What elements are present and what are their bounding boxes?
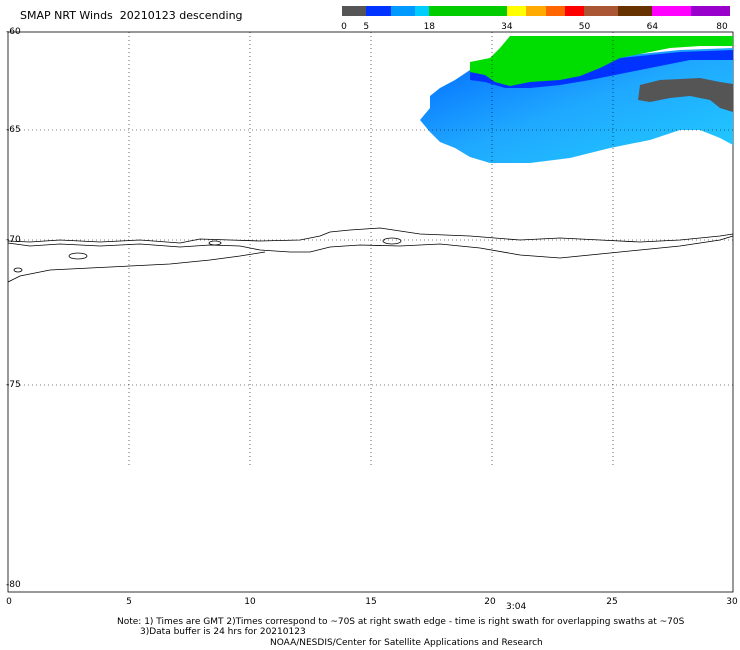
colorbar-segment bbox=[618, 6, 653, 16]
colorbar-segment bbox=[526, 6, 546, 16]
colorbar-segment bbox=[652, 6, 692, 16]
colorbar-segment bbox=[584, 6, 619, 16]
lon-label-5: 5 bbox=[126, 597, 132, 607]
note-line-2: 3)Data buffer is 24 hrs for 20210123 bbox=[140, 627, 306, 637]
colorbar-tick-label: 34 bbox=[501, 22, 513, 32]
lat-label-65: -65 bbox=[6, 125, 21, 135]
swath-pass-time: 3:04 bbox=[506, 602, 527, 612]
lon-label-20: 20 bbox=[484, 597, 496, 607]
colorbar-segment bbox=[342, 6, 367, 16]
wind-speed-colorbar bbox=[342, 6, 730, 16]
lon-label-10: 10 bbox=[244, 597, 256, 607]
coastline bbox=[7, 227, 734, 283]
colorbar-segment bbox=[691, 6, 730, 16]
graticule bbox=[8, 32, 733, 465]
lat-label-60: -60 bbox=[6, 27, 21, 37]
colorbar-tick-label: 0 bbox=[341, 22, 347, 32]
lat-label-75: -75 bbox=[6, 380, 21, 390]
lon-label-25: 25 bbox=[606, 597, 618, 607]
lon-label-0: 0 bbox=[6, 597, 12, 607]
colorbar-tick-label: 64 bbox=[646, 22, 659, 32]
map-frame bbox=[7, 31, 734, 593]
colorbar-segment bbox=[545, 6, 566, 16]
colorbar-tick-label: 5 bbox=[363, 22, 370, 32]
lon-label-30: 30 bbox=[726, 597, 738, 607]
colorbar-tick-label: 80 bbox=[716, 22, 728, 32]
colorbar-tick-label: 18 bbox=[423, 22, 436, 32]
colorbar-segment bbox=[429, 6, 507, 16]
colorbar-segment bbox=[366, 6, 391, 16]
lat-label-70: -70 bbox=[6, 235, 21, 245]
credit-line: NOAA/NESDIS/Center for Satellite Applica… bbox=[270, 638, 543, 648]
lon-label-15: 15 bbox=[365, 597, 377, 607]
colorbar-tick-label: 50 bbox=[578, 22, 591, 32]
note-line-1: Note: 1) Times are GMT 2)Times correspon… bbox=[117, 617, 685, 627]
wind-swath-gray bbox=[638, 78, 733, 112]
colorbar-segment bbox=[414, 6, 430, 16]
colorbar-segment bbox=[506, 6, 527, 16]
colorbar-segment bbox=[390, 6, 415, 16]
wind-swath-green bbox=[470, 36, 733, 86]
colorbar-segment bbox=[565, 6, 585, 16]
map-title: SMAP NRT Winds 20210123 descending bbox=[20, 9, 243, 22]
lat-label-80: -80 bbox=[6, 580, 21, 590]
